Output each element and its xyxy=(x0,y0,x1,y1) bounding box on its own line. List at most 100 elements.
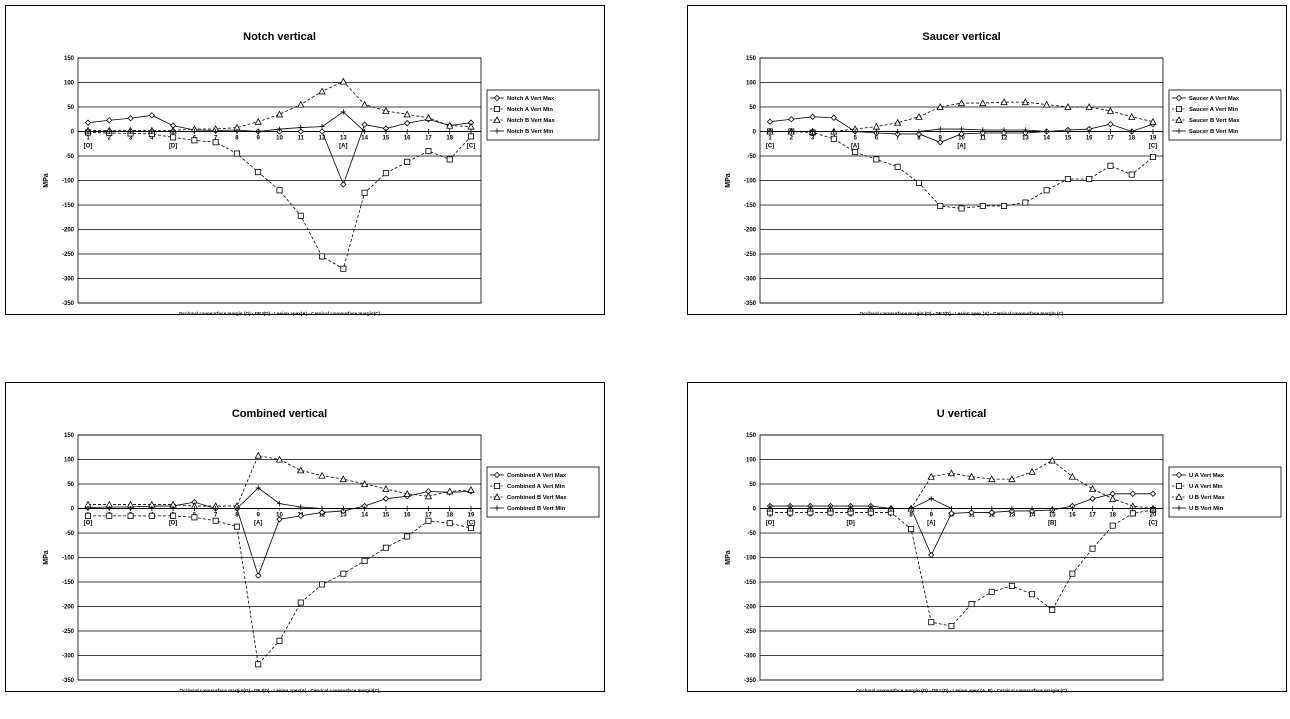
point-annotation: [A] xyxy=(254,521,262,527)
point-annotation: [A] xyxy=(339,144,347,150)
data-point xyxy=(149,128,155,135)
legend-marker xyxy=(493,106,500,113)
data-point xyxy=(767,505,773,512)
data-point xyxy=(1106,107,1115,114)
data-point xyxy=(85,505,91,512)
data-point xyxy=(1008,582,1015,589)
data-point xyxy=(1086,176,1093,183)
data-point xyxy=(928,496,934,502)
data-point xyxy=(340,109,346,115)
data-point xyxy=(873,156,880,163)
data-point xyxy=(1064,176,1071,183)
legend-marker xyxy=(1176,505,1182,511)
y-tick-label: -100 xyxy=(744,556,757,562)
data-point xyxy=(361,121,368,128)
data-point xyxy=(85,512,92,519)
data-point xyxy=(361,189,368,196)
data-point xyxy=(127,512,134,519)
data-point xyxy=(404,533,411,540)
data-point xyxy=(383,505,389,512)
data-point xyxy=(425,148,432,155)
data-point xyxy=(1064,103,1072,110)
data-point xyxy=(980,127,986,133)
y-tick-label: 150 xyxy=(746,433,757,439)
data-point xyxy=(908,526,915,533)
y-tick-label: -50 xyxy=(65,154,74,160)
series-line xyxy=(770,493,1153,557)
y-axis-label: MPa xyxy=(725,173,732,188)
y-tick-label: 150 xyxy=(746,56,757,62)
data-point xyxy=(446,487,454,495)
x-tick-label: 20 xyxy=(1150,513,1157,519)
data-point xyxy=(868,505,874,512)
x-axis-label: Occlusal cavosurface margin (O) - DEJ(D)… xyxy=(179,311,381,316)
x-tick-label: 17 xyxy=(1089,513,1096,519)
legend-box xyxy=(486,466,600,518)
x-tick-label: 17 xyxy=(425,136,432,142)
chart-svg: Combined vertical 150 100 50 0 -50 -100 -150 -20… xyxy=(43,408,600,693)
series-line xyxy=(88,81,472,131)
data-point xyxy=(254,451,262,459)
data-point xyxy=(1129,128,1135,135)
legend-marker xyxy=(494,505,500,511)
legend-entry: Notch B Vert Max xyxy=(507,118,555,124)
data-point xyxy=(915,112,923,120)
data-point xyxy=(447,505,453,512)
data-point xyxy=(1008,475,1016,483)
y-axis-label: MPa xyxy=(725,550,732,565)
legend-marker xyxy=(493,493,501,500)
data-point xyxy=(968,505,975,512)
data-point xyxy=(84,119,92,126)
data-point xyxy=(979,99,987,107)
data-point xyxy=(340,181,347,188)
y-tick-label: -50 xyxy=(65,531,74,537)
data-point xyxy=(936,103,944,110)
data-point xyxy=(106,128,112,135)
data-point xyxy=(766,118,774,125)
data-point xyxy=(276,126,283,132)
data-point xyxy=(339,475,348,483)
data-point xyxy=(297,466,305,474)
x-tick-label: 16 xyxy=(1069,513,1076,519)
series-2 xyxy=(767,506,1156,630)
data-point xyxy=(1021,98,1030,106)
legend-entry: U B Vert Max xyxy=(1189,495,1225,501)
legend-marker xyxy=(1175,106,1182,113)
x-tick-label: 1 xyxy=(768,136,772,142)
data-point xyxy=(1130,505,1136,512)
series-3 xyxy=(84,77,475,134)
point-annotation: [D] xyxy=(169,521,177,527)
x-tick-label: 6 xyxy=(875,136,879,142)
data-point xyxy=(318,128,326,135)
data-point xyxy=(425,517,432,524)
series-line xyxy=(770,459,1154,509)
chart-panel-notch: Notch vertical 150 100 50 0 -50 -100 -150 -200 -2… xyxy=(5,5,605,316)
data-point xyxy=(1109,494,1117,502)
data-point xyxy=(937,126,943,132)
data-point xyxy=(1086,128,1092,135)
x-tick-label: 15 xyxy=(383,136,390,142)
y-tick-label: -100 xyxy=(744,179,757,185)
legend-box xyxy=(1168,89,1282,141)
data-point xyxy=(191,514,198,521)
data-point xyxy=(957,99,966,107)
legend-marker xyxy=(1175,116,1183,123)
data-point xyxy=(467,133,474,140)
data-point xyxy=(1048,456,1056,464)
data-point xyxy=(403,110,411,118)
data-point xyxy=(1043,187,1050,194)
y-tick-label: -350 xyxy=(744,301,757,307)
x-tick-label: 5 xyxy=(853,136,857,142)
y-tick-label: 50 xyxy=(67,105,74,111)
data-point xyxy=(928,619,935,626)
y-tick-label: 100 xyxy=(64,458,75,464)
chart-svg: U vertical 150 100 50 0 -50 -100 -150 -200 -250 -3… xyxy=(725,408,1282,693)
data-point xyxy=(404,158,411,165)
data-point xyxy=(340,505,346,512)
x-tick-label: 14 xyxy=(1029,513,1036,519)
data-point xyxy=(893,118,902,126)
data-point xyxy=(275,110,284,118)
data-point xyxy=(967,472,976,480)
data-point xyxy=(831,128,837,135)
data-point xyxy=(468,505,474,512)
